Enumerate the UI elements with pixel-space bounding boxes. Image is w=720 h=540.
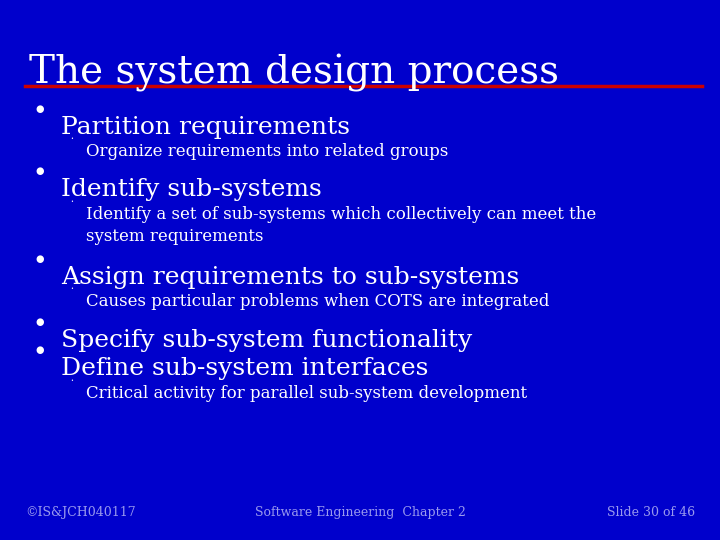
- Text: Critical activity for parallel sub-system development: Critical activity for parallel sub-syste…: [86, 385, 528, 402]
- Text: ●: ●: [35, 254, 44, 264]
- Text: Software Engineering  Chapter 2: Software Engineering Chapter 2: [255, 507, 465, 519]
- Text: Identify a set of sub-systems which collectively can meet the: Identify a set of sub-systems which coll…: [86, 206, 597, 223]
- Text: Partition requirements: Partition requirements: [61, 116, 350, 139]
- Text: ●: ●: [35, 104, 44, 114]
- Text: •: •: [71, 286, 73, 292]
- Text: Organize requirements into related groups: Organize requirements into related group…: [86, 143, 449, 160]
- Text: Define sub-system interfaces: Define sub-system interfaces: [61, 357, 428, 381]
- Text: Assign requirements to sub-systems: Assign requirements to sub-systems: [61, 266, 519, 289]
- Text: Identify sub-systems: Identify sub-systems: [61, 178, 322, 201]
- Text: system requirements: system requirements: [86, 228, 264, 245]
- Text: •: •: [71, 378, 73, 383]
- Text: Causes particular problems when COTS are integrated: Causes particular problems when COTS are…: [86, 293, 550, 310]
- Text: ●: ●: [35, 166, 44, 176]
- Text: The system design process: The system design process: [29, 54, 559, 92]
- Text: Slide 30 of 46: Slide 30 of 46: [607, 507, 695, 519]
- Text: ●: ●: [35, 318, 44, 327]
- Text: •: •: [71, 136, 73, 141]
- Text: ●: ●: [35, 346, 44, 355]
- Text: ©IS&JCH040117: ©IS&JCH040117: [25, 507, 136, 519]
- Text: •: •: [71, 199, 73, 205]
- Text: Specify sub-system functionality: Specify sub-system functionality: [61, 329, 472, 353]
